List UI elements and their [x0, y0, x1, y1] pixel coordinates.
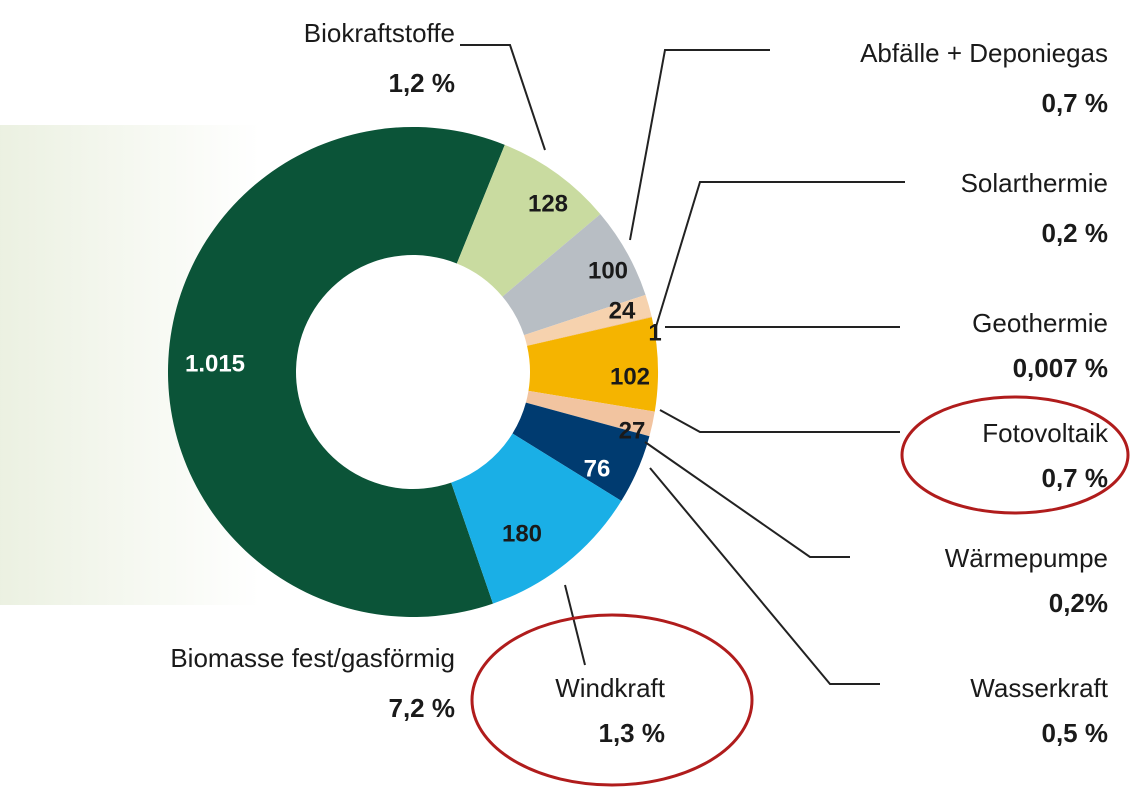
slice	[502, 214, 646, 336]
leader-line	[460, 44, 546, 151]
leader-line	[654, 181, 905, 331]
percent-label: 1,3 %	[599, 718, 666, 748]
slices	[167, 126, 658, 618]
value-label: 180	[502, 520, 542, 547]
leader-line	[659, 409, 900, 433]
category-label: Fotovoltaik	[982, 418, 1109, 448]
percent-label: 1,2 %	[389, 68, 456, 98]
slice	[527, 317, 658, 412]
percent-label: 0,007 %	[1013, 353, 1108, 383]
category-label: Abfälle + Deponiegas	[860, 38, 1108, 68]
slice	[524, 294, 652, 346]
value-label: 1	[648, 319, 661, 346]
value-label: 102	[610, 363, 650, 390]
category-label: Biokraftstoffe	[304, 18, 455, 48]
labels: Biomasse fest/gasförmig 7,2 % 1.015 Biokraf…	[170, 18, 1109, 748]
slice	[526, 316, 652, 346]
category-label: Windkraft	[555, 673, 666, 703]
value-label: 24	[609, 297, 636, 324]
value-label: 1.015	[185, 350, 245, 377]
leader-line	[564, 584, 586, 666]
category-label: Geothermie	[972, 308, 1108, 338]
percent-label: 0,5 %	[1042, 718, 1109, 748]
percent-label: 0,7 %	[1042, 88, 1109, 118]
slice	[512, 402, 650, 501]
slice	[167, 126, 505, 618]
category-label: Wasserkraft	[970, 673, 1108, 703]
highlight-ellipse	[900, 395, 1130, 515]
value-label: 76	[584, 455, 611, 482]
value-label: 128	[528, 190, 568, 217]
value-label: 100	[588, 257, 628, 284]
category-label: Biomasse fest/gasförmig	[170, 643, 455, 673]
highlight-ellipse	[470, 613, 754, 787]
leader-line	[644, 441, 850, 558]
leader-line	[649, 467, 880, 685]
category-label: Solarthermie	[961, 168, 1108, 198]
percent-label: 0,2 %	[1042, 218, 1109, 248]
value-label: 27	[619, 417, 646, 444]
leader-line	[629, 49, 770, 241]
slice	[451, 433, 622, 604]
slice	[525, 390, 655, 437]
percent-label: 0,7 %	[1042, 463, 1109, 493]
percent-label: 0,2%	[1049, 588, 1108, 618]
category-label: Wärmepumpe	[945, 543, 1108, 573]
percent-label: 7,2 %	[389, 693, 456, 723]
slice	[456, 144, 601, 297]
